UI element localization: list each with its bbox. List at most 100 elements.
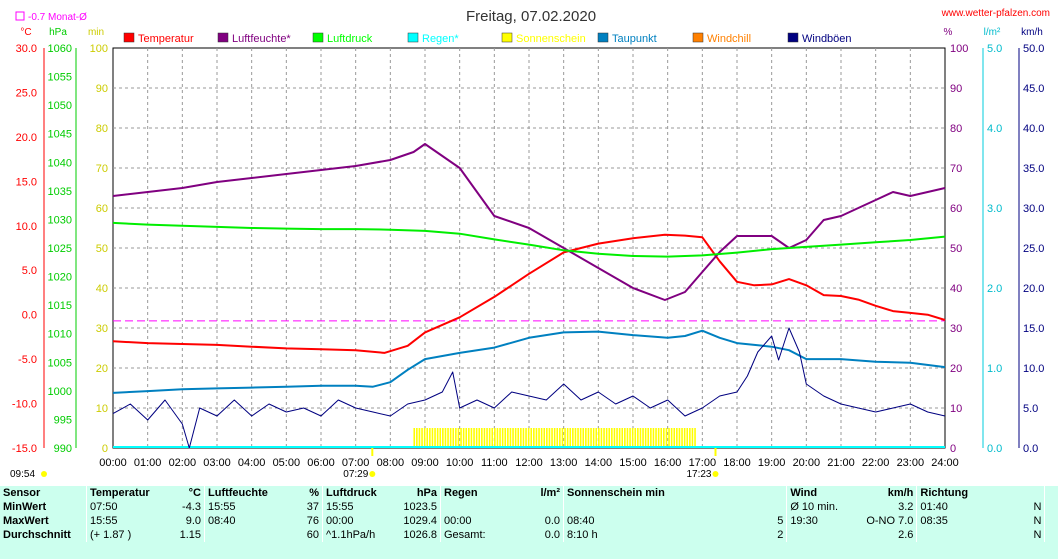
legend-swatch	[123, 32, 135, 43]
max-sun-time: 08:40	[563, 514, 732, 528]
sunshine-bar	[418, 428, 421, 448]
sunshine-bar	[496, 428, 499, 448]
chart-markers: 09:54 07:29 17:23	[10, 448, 719, 480]
avg-pressure-value: 1026.8	[403, 529, 437, 541]
avg-wind-value: 3.2	[898, 501, 914, 513]
legend-label: Regen*	[422, 33, 459, 45]
sunshine-bar	[540, 428, 543, 448]
sunshine-bar	[460, 428, 462, 448]
chart-axes: 30.0 25.0 20.0 15.0 10.0 5.0 0.0 -5.0 -10.0 -15.0…	[12, 43, 1045, 469]
sunshine-bar	[686, 428, 689, 448]
x-tick-label: 07:00	[342, 457, 370, 469]
sunshine-bar	[447, 428, 449, 448]
pressure-line	[112, 221, 946, 258]
min-rain-value	[517, 500, 563, 514]
wind-tick-label: 10.0	[1023, 363, 1044, 375]
pressure-tick-label: 1060	[48, 43, 72, 55]
max-pressure-value: 1029.4	[403, 515, 437, 527]
sunshine-bar	[525, 428, 527, 448]
max-rain-value: 0.0	[544, 515, 560, 527]
wind-tick-label: 25.0	[1023, 243, 1044, 255]
wind-tick-label: 5.0	[1023, 403, 1038, 415]
header-temp-unit: °C	[188, 487, 201, 499]
website-link[interactable]: www.wetter-pfalzen.com	[941, 8, 1050, 19]
minutes-tick-label: 90	[96, 83, 108, 95]
temp-tick-label: 0.0	[22, 310, 37, 322]
sunshine-bar	[621, 428, 624, 448]
sunshine-bar	[473, 428, 475, 448]
sunshine-bar	[637, 428, 639, 448]
legend-label: Windböen	[802, 33, 852, 45]
temp-tick-label: 15.0	[16, 176, 37, 188]
sunshine-bar	[478, 428, 481, 448]
legend-label: Luftdruck	[327, 33, 373, 45]
dewpoint-line	[112, 329, 946, 394]
sunshine-bar	[486, 428, 488, 448]
max-humidity-value: 76	[306, 515, 319, 527]
percent-tick-label: 10	[950, 403, 962, 415]
sunshine-bar	[650, 428, 652, 448]
minutes-tick-label: 10	[96, 403, 108, 415]
sunshine-bar	[442, 428, 444, 448]
sunshine-bar	[657, 428, 660, 448]
sunshine-bar	[538, 428, 540, 448]
minutes-tick-label: 70	[96, 163, 108, 175]
sunshine-bar	[431, 428, 434, 448]
min-humidity-time: 15:55	[204, 500, 291, 514]
sunshine-bar	[494, 428, 496, 448]
sunshine-bar	[592, 428, 595, 448]
sunshine-bar	[629, 428, 631, 448]
sunshine-bar	[624, 428, 626, 448]
sunshine-bar	[572, 428, 574, 448]
minutes-tick-label: 80	[96, 123, 108, 135]
sunshine-bar	[603, 428, 605, 448]
sunshine-bar	[527, 428, 530, 448]
x-tick-label: 22:00	[862, 457, 890, 469]
table-row: Durchschnitt (+ 1.87 ) 1.15 60 ^1.1hPa/h…	[0, 528, 1058, 542]
sunshine-bar	[634, 428, 637, 448]
max-sun-value: 5	[777, 515, 784, 527]
avg-direction-blank	[916, 528, 983, 542]
row-fill	[1044, 528, 1058, 542]
sunshine-bar	[465, 428, 468, 448]
x-tick-label: 23:00	[897, 457, 925, 469]
legend-label: Taupunkt	[612, 33, 657, 45]
chart-series	[112, 143, 946, 449]
sunshine-bar	[676, 428, 678, 448]
sunshine-bar	[439, 428, 442, 448]
percent-tick-label: 100	[950, 43, 968, 55]
temp-tick-label: 10.0	[16, 221, 37, 233]
avg-wind-day-value: 2.6	[898, 529, 914, 541]
sunshine-bar	[569, 428, 572, 448]
x-tick-label: 08:00	[377, 457, 405, 469]
sunshine-bar	[582, 428, 585, 448]
sunshine-bar	[533, 428, 535, 448]
x-tick-label: 04:00	[238, 457, 266, 469]
minutes-tick-label: 50	[96, 243, 108, 255]
sunshine-bar	[579, 428, 582, 448]
sunshine-bar	[434, 428, 436, 448]
sunshine-bar	[543, 428, 546, 448]
sunshine-bar	[564, 428, 566, 448]
pressure-tick-label: 1015	[48, 300, 72, 312]
header-sunshine: Sonnenschein min	[563, 486, 786, 500]
sunshine-bar	[520, 428, 522, 448]
sunshine-bar	[587, 428, 590, 448]
max-rain-time: 00:00	[440, 514, 517, 528]
table-row: MinWert 07:50 -4.3 15:55 37 15:55 1023.5…	[0, 500, 1058, 514]
header-pressure-unit: hPa	[416, 487, 437, 499]
table-row: MaxWert 15:55 9.0 08:40 76 00:00 1029.4 …	[0, 514, 1058, 528]
rain-total-label: Gesamt:	[440, 528, 517, 542]
sunshine-bar	[613, 428, 616, 448]
pressure-tick-label: 1050	[48, 100, 72, 112]
max-pressure-time: 00:00	[322, 514, 394, 528]
humidity-line	[112, 143, 946, 301]
sunshine-bar	[483, 428, 486, 448]
x-tick-label: 06:00	[307, 457, 335, 469]
sunshine-bar	[595, 428, 598, 448]
sunshine-bar	[517, 428, 520, 448]
sunshine-bar	[444, 428, 447, 448]
x-tick-label: 01:00	[134, 457, 162, 469]
temp-tick-label: -10.0	[12, 399, 37, 411]
sunshine-bar	[626, 428, 629, 448]
